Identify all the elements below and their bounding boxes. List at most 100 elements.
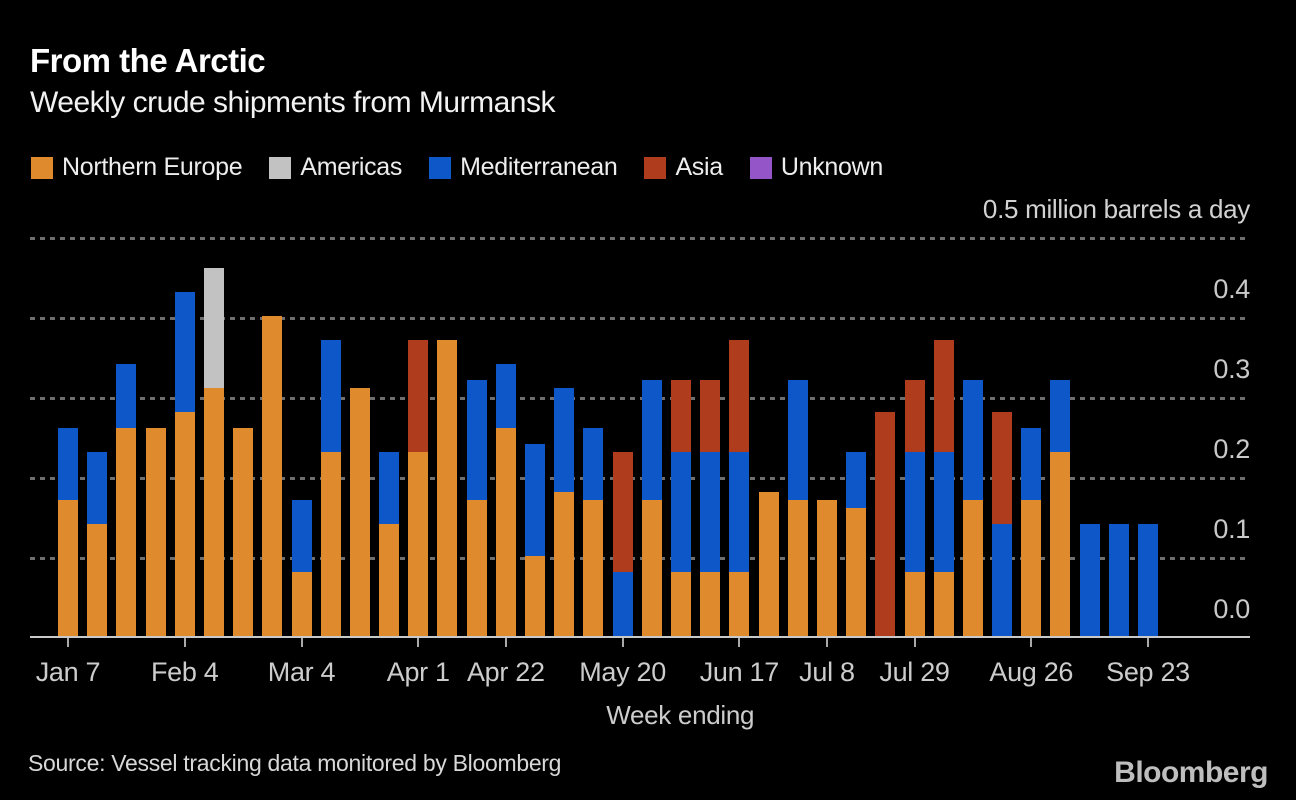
bar-segment-asia	[933, 340, 954, 452]
bar-segment-northern-europe	[670, 572, 691, 636]
y-tick-label: 0.1	[1213, 514, 1250, 544]
y-tick-label: 0.3	[1213, 354, 1250, 384]
x-tick-label: Feb 4	[150, 657, 219, 687]
bar-segment-mediterranean	[729, 452, 750, 572]
bar-segment-northern-europe	[174, 412, 195, 636]
x-tick-mark	[504, 638, 507, 647]
bar-segment-northern-europe	[466, 500, 487, 636]
bar-segment-asia	[612, 452, 633, 572]
x-tick-mark	[417, 638, 420, 647]
x-tick-label: Jul 8	[799, 657, 855, 687]
bar-mar-25	[379, 452, 400, 636]
bar-segment-mediterranean	[1108, 524, 1129, 636]
bar-segment-northern-europe	[729, 572, 750, 636]
bar-jul-15	[846, 452, 867, 636]
bar-apr-22	[495, 364, 516, 636]
legend-item-northern-europe: Northern Europe	[31, 153, 243, 182]
bar-segment-mediterranean	[962, 380, 983, 500]
bar-aug-12	[962, 380, 983, 636]
bar-jan-7	[58, 428, 78, 636]
bar-mar-4	[291, 500, 312, 636]
gridline-0.3	[30, 397, 1250, 400]
bar-segment-northern-europe	[787, 500, 808, 636]
x-axis-line	[30, 636, 1250, 638]
bar-jun-17	[729, 340, 750, 636]
bar-apr-1	[408, 340, 429, 636]
bar-segment-mediterranean	[1021, 428, 1042, 500]
legend-swatch-icon	[31, 156, 53, 179]
bar-segment-northern-europe	[145, 428, 166, 636]
bar-segment-mediterranean	[525, 444, 546, 556]
bar-segment-asia	[670, 380, 691, 452]
bar-segment-asia	[875, 412, 896, 636]
legend-swatch-icon	[749, 156, 772, 179]
legend-label: Mediterranean	[460, 153, 618, 181]
bar-segment-mediterranean	[787, 380, 808, 500]
bar-segment-mediterranean	[466, 380, 487, 500]
bar-segment-mediterranean	[495, 364, 516, 428]
bar-segment-northern-europe	[525, 556, 546, 636]
bar-segment-mediterranean	[116, 364, 137, 428]
x-tick-mark	[738, 638, 741, 647]
bar-feb-25	[262, 316, 283, 636]
bar-jan-14	[87, 452, 108, 636]
legend-label: Northern Europe	[62, 153, 243, 181]
bar-segment-northern-europe	[495, 428, 516, 636]
bar-segment-northern-europe	[87, 524, 108, 636]
bar-apr-15	[466, 380, 487, 636]
bar-segment-northern-europe	[1050, 452, 1071, 636]
x-tick-mark	[67, 638, 69, 647]
bar-aug-19	[992, 412, 1013, 636]
bar-segment-mediterranean	[1138, 524, 1159, 636]
bar-segment-northern-europe	[1021, 500, 1042, 636]
y-axis-unit-label: 0.5 million barrels a day	[982, 194, 1250, 224]
bar-segment-northern-europe	[291, 572, 312, 636]
bar-segment-mediterranean	[904, 452, 925, 572]
bar-segment-northern-europe	[904, 572, 925, 636]
bar-segment-northern-europe	[933, 572, 954, 636]
legend-swatch-icon	[644, 156, 667, 179]
x-tick-mark	[300, 638, 303, 647]
bar-may-13	[583, 428, 604, 636]
bar-segment-northern-europe	[379, 524, 400, 636]
bar-feb-4	[174, 292, 195, 636]
legend-label: Americas	[300, 153, 403, 181]
bar-segment-americas	[203, 268, 224, 388]
bloomberg-logo: Bloomberg	[1114, 756, 1268, 789]
bar-segment-mediterranean	[291, 500, 312, 572]
bar-segment-northern-europe	[408, 452, 429, 636]
bar-segment-northern-europe	[203, 388, 224, 636]
bar-feb-18	[233, 428, 254, 636]
bar-feb-11	[203, 268, 224, 636]
x-tick-label: Sep 23	[1106, 657, 1190, 687]
y-tick-label: 0.4	[1213, 274, 1250, 304]
gridline-0.2	[30, 477, 1250, 480]
bar-sep-16	[1108, 524, 1129, 636]
bar-jun-3	[670, 380, 691, 636]
bar-segment-northern-europe	[583, 500, 604, 636]
bar-segment-mediterranean	[992, 524, 1013, 636]
x-tick-mark	[621, 638, 624, 647]
bar-jun-24	[758, 492, 779, 636]
bar-segment-mediterranean	[320, 340, 341, 452]
bar-mar-18	[349, 388, 370, 636]
legend-label: Asia	[675, 153, 723, 181]
bar-may-6	[554, 388, 575, 636]
bar-segment-northern-europe	[758, 492, 779, 636]
bar-aug-5	[933, 340, 954, 636]
bar-sep-2	[1050, 380, 1071, 636]
x-tick-label: Apr 1	[386, 657, 450, 687]
bar-segment-northern-europe	[700, 572, 721, 636]
x-tick-label: Apr 22	[466, 657, 545, 687]
x-tick-mark	[1030, 638, 1033, 647]
bar-segment-asia	[904, 380, 925, 452]
legend-item-mediterranean: Mediterranean	[429, 153, 618, 182]
source-note: Source: Vessel tracking data monitored b…	[28, 750, 562, 776]
bar-mar-11	[320, 340, 341, 636]
x-tick-label: May 20	[579, 657, 666, 687]
x-tick-label: Aug 26	[989, 657, 1074, 687]
bar-segment-northern-europe	[262, 316, 283, 636]
legend-item-asia: Asia	[644, 153, 723, 182]
bar-segment-mediterranean	[58, 428, 78, 500]
bar-segment-northern-europe	[641, 500, 662, 636]
